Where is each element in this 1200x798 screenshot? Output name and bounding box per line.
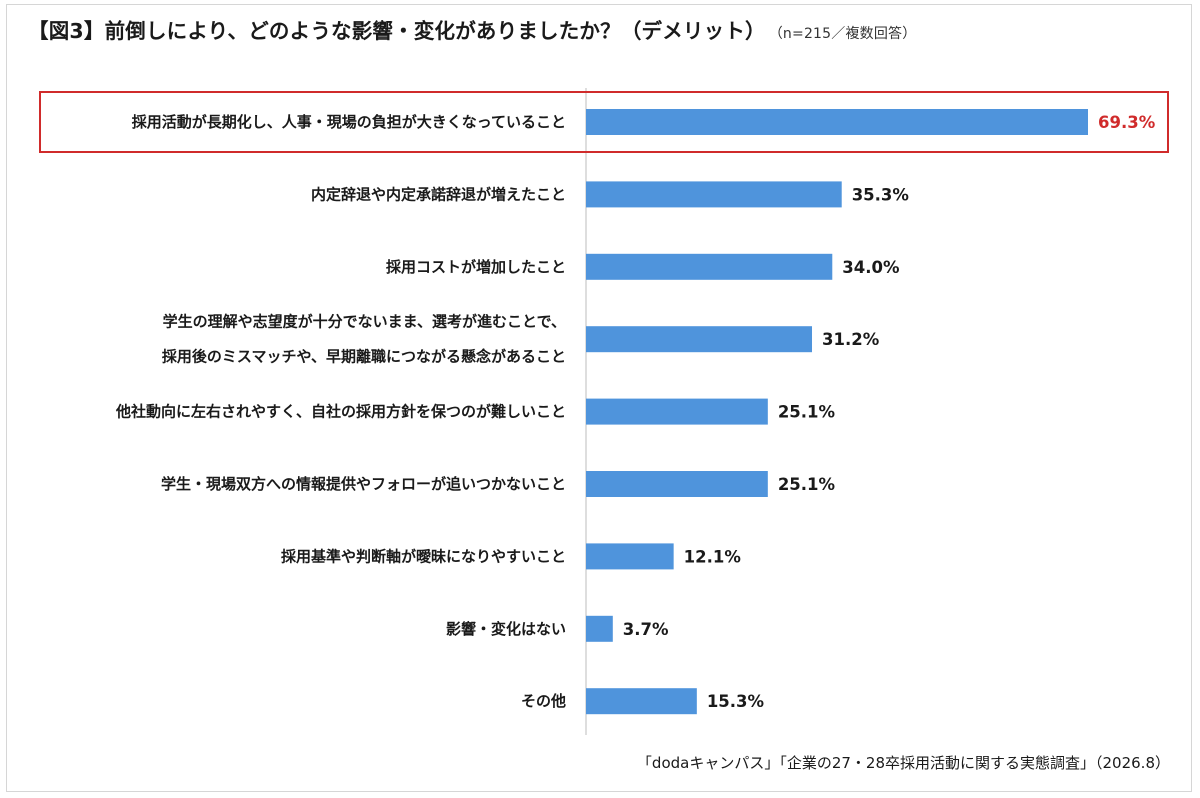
- highlight-box: [39, 91, 1169, 153]
- sample-note: （n=215／複数回答）: [775, 26, 917, 42]
- chart-frame: [6, 4, 1192, 792]
- bar-9: [586, 688, 697, 715]
- category-label-5: 他社動向に左右されやすく、自社の採用方針を保つのが難しいこと: [115, 403, 566, 421]
- category-label-3: 採用コストが増加したこと: [386, 258, 566, 276]
- bar-7: [586, 543, 674, 570]
- value-label-4: 31.2%: [822, 330, 880, 349]
- title-text: 【図3】前倒しにより、どのような影響・変化がありましたか？（デメリット）: [28, 19, 766, 43]
- bar-8: [586, 615, 613, 642]
- value-label-6: 25.1%: [778, 475, 836, 494]
- category-label-7: 採用基準や判断軸が曖昧になりやすいこと: [281, 547, 566, 565]
- value-label-9: 15.3%: [707, 692, 765, 711]
- value-label-8: 3.7%: [623, 620, 669, 639]
- bar-3: [586, 253, 833, 280]
- value-label-3: 34.0%: [842, 258, 900, 277]
- source-citation: 「dodaキャンパス」「企業の27・28卒採用活動に関する実態調査」（2026.…: [636, 754, 1170, 772]
- value-label-2: 35.3%: [852, 185, 910, 204]
- value-label-5: 25.1%: [778, 403, 836, 422]
- chart-title: 【図3】前倒しにより、どのような影響・変化がありましたか？（デメリット） （n=2…: [28, 14, 916, 44]
- bar-4: [586, 326, 813, 353]
- category-label-8: 影響・変化はない: [446, 620, 566, 638]
- bar-5: [586, 398, 768, 425]
- category-label-6: 学生・現場双方への情報提供やフォローが追いつかないこと: [161, 475, 566, 493]
- value-label-7: 12.1%: [684, 547, 742, 566]
- category-label-1: 採用活動が長期化し、人事・現場の負担が大きくなっていること: [132, 113, 566, 131]
- bar-1: [586, 109, 1088, 135]
- category-label-9: その他: [521, 692, 566, 710]
- category-label-4-line-1: 学生の理解や志望度が十分でないまま、選考が進むことで、: [163, 313, 566, 331]
- value-label-1: 69.3%: [1098, 113, 1156, 132]
- bar-6: [586, 471, 768, 497]
- bar-2: [586, 181, 842, 208]
- category-label-4-line-2: 採用後のミスマッチや、早期離職につながる懸念があること: [162, 348, 566, 366]
- category-label-2: 内定辞退や内定承諾辞退が増えたこと: [311, 185, 566, 203]
